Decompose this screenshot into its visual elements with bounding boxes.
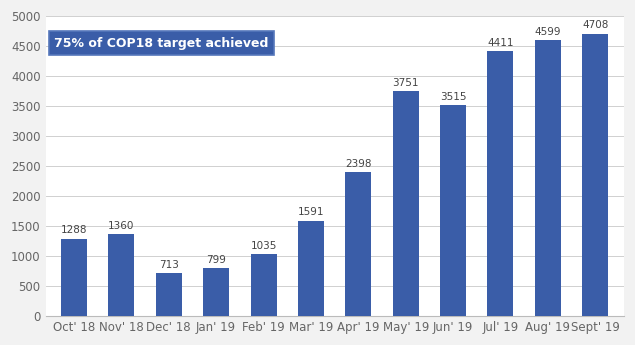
Bar — [203, 268, 229, 316]
Bar — [582, 33, 608, 316]
Bar — [61, 239, 87, 316]
Bar — [156, 273, 182, 316]
Text: 4708: 4708 — [582, 20, 608, 30]
Text: 1360: 1360 — [108, 221, 135, 231]
Bar — [345, 172, 371, 316]
Bar — [298, 220, 324, 316]
Text: 1591: 1591 — [298, 207, 324, 217]
Text: 4411: 4411 — [487, 38, 514, 48]
Bar — [488, 51, 514, 316]
Text: 2398: 2398 — [345, 159, 371, 169]
Bar — [392, 91, 418, 316]
Text: 713: 713 — [159, 260, 178, 270]
Text: 75% of COP18 target achieved: 75% of COP18 target achieved — [54, 37, 269, 50]
Text: 1288: 1288 — [61, 226, 87, 236]
Text: 799: 799 — [206, 255, 226, 265]
Text: 1035: 1035 — [250, 241, 277, 251]
Bar — [440, 105, 466, 316]
Bar — [251, 254, 277, 316]
Bar — [535, 40, 561, 316]
Bar — [109, 235, 135, 316]
Text: 4599: 4599 — [535, 27, 561, 37]
Text: 3751: 3751 — [392, 78, 419, 88]
Text: 3515: 3515 — [440, 92, 466, 102]
